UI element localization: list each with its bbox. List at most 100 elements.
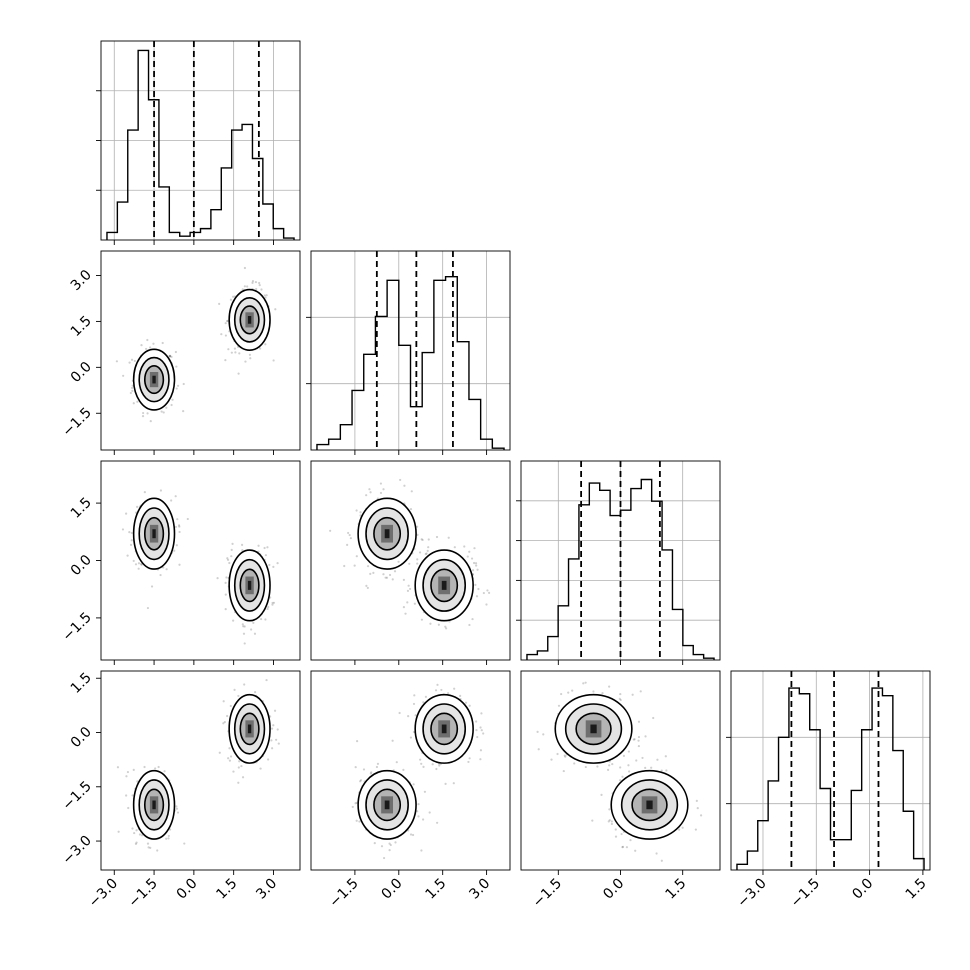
- scatter-point: [431, 763, 434, 766]
- y-tick-label: −1.5: [59, 405, 94, 440]
- scatter-point: [641, 756, 644, 760]
- scatter-point: [409, 833, 413, 836]
- scatter-point: [229, 755, 233, 758]
- scatter-point: [258, 281, 261, 285]
- scatter-point: [268, 563, 271, 567]
- density-peak: [247, 580, 252, 590]
- scatter-point: [144, 347, 148, 351]
- scatter-point: [644, 766, 647, 769]
- panel-frame: [310, 250, 511, 451]
- scatter-point: [422, 765, 425, 768]
- scatter-point: [182, 382, 185, 386]
- scatter-point: [156, 849, 159, 852]
- scatter-point: [467, 760, 470, 764]
- scatter-point: [137, 562, 141, 565]
- scatter-point: [242, 632, 246, 635]
- scatter-point: [136, 505, 139, 508]
- scatter-point: [222, 722, 225, 725]
- scatter-point: [277, 742, 280, 745]
- scatter-point: [404, 612, 407, 615]
- scatter-point: [125, 775, 128, 778]
- y-tick-label: 1.5: [68, 670, 95, 697]
- scatter-point: [170, 499, 173, 502]
- scatter-point: [264, 618, 267, 621]
- y-tick-label: 0.0: [68, 724, 95, 751]
- scatter-point: [660, 859, 663, 862]
- scatter-point: [224, 334, 227, 337]
- y-tick-label: 1.5: [68, 495, 95, 522]
- scatter-point: [421, 818, 425, 821]
- scatter-point: [238, 352, 241, 355]
- scatter-point: [621, 845, 625, 848]
- scatter-point: [696, 807, 699, 810]
- scatter-point: [475, 564, 478, 567]
- scatter-point: [420, 618, 424, 621]
- scatter-point: [230, 555, 233, 558]
- scatter-point: [241, 548, 244, 552]
- y-tick-label: 3.0: [68, 267, 95, 294]
- scatter-point: [596, 765, 599, 768]
- panel-frame: [100, 670, 301, 871]
- scatter-point: [614, 835, 618, 838]
- scatter-point: [608, 685, 611, 688]
- scatter-point: [409, 508, 413, 511]
- scatter-point: [265, 294, 268, 297]
- scatter-point: [147, 846, 150, 849]
- scatter-point: [128, 531, 131, 534]
- scatter-point: [169, 354, 172, 357]
- scatter-point: [264, 296, 267, 299]
- density-peak: [441, 724, 447, 734]
- scatter-point: [140, 562, 143, 566]
- scatter-point: [220, 333, 223, 336]
- scatter-point: [402, 768, 405, 771]
- scatter-point: [407, 584, 410, 587]
- scatter-point: [132, 559, 135, 563]
- histogram-3: [736, 687, 925, 870]
- scatter-point: [437, 623, 440, 626]
- panel-frame: [310, 670, 511, 871]
- scatter-point: [244, 360, 247, 363]
- scatter-point: [408, 587, 412, 591]
- scatter-point: [399, 478, 402, 482]
- scatter-point: [129, 391, 132, 395]
- scatter-point: [355, 819, 358, 822]
- panel-0-0: [96, 40, 301, 245]
- panel-body: [121, 489, 279, 645]
- scatter-point: [619, 766, 622, 769]
- scatter-point: [131, 389, 134, 393]
- scatter-point: [537, 748, 540, 751]
- scatter-point: [130, 358, 134, 361]
- scatter-point: [375, 765, 379, 769]
- x-tick-label: −1.5: [530, 876, 565, 911]
- scatter-point: [637, 720, 641, 723]
- panel-body: [536, 681, 703, 862]
- scatter-point: [276, 561, 279, 565]
- scatter-point: [136, 780, 139, 783]
- scatter-point: [170, 355, 173, 359]
- scatter-point: [249, 357, 252, 360]
- scatter-point: [369, 491, 372, 494]
- scatter-point: [406, 589, 410, 592]
- scatter-point: [463, 545, 466, 548]
- scatter-point: [486, 589, 489, 592]
- scatter-point: [275, 738, 278, 741]
- scatter-point: [354, 765, 357, 769]
- scatter-point: [143, 765, 146, 769]
- scatter-point: [228, 759, 232, 762]
- scatter-point: [238, 760, 241, 763]
- scatter-point: [159, 573, 162, 577]
- scatter-point: [228, 747, 231, 750]
- scatter-point: [610, 822, 613, 826]
- scatter-point: [622, 754, 626, 757]
- scatter-point: [476, 735, 479, 739]
- scatter-point: [412, 783, 415, 786]
- scatter-point: [226, 557, 229, 560]
- scatter-point: [655, 852, 658, 855]
- scatter-point: [420, 538, 423, 541]
- scatter-point: [168, 355, 171, 358]
- scatter-point: [408, 562, 411, 565]
- panel-1-1: [306, 250, 511, 455]
- panel-frame: [100, 460, 301, 661]
- panel-3-0: −3.0−1.50.01.5−3.0 −1.5 0.0 1.5 3.0: [59, 670, 301, 911]
- scatter-point: [637, 735, 641, 739]
